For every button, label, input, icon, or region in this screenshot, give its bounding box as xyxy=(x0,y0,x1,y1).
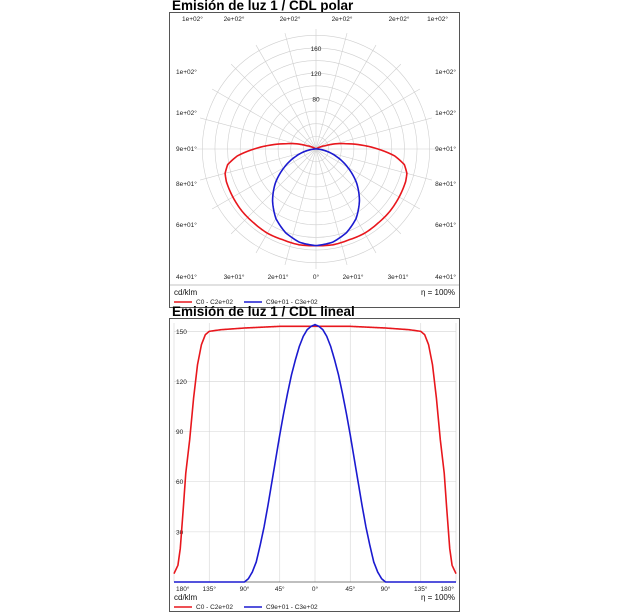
polar-series-line xyxy=(271,148,361,247)
polar-angle-label: 8e+01° xyxy=(176,180,197,188)
polar-angle-label: 6e+01° xyxy=(435,221,456,229)
polar-angle-label: 1e+02° xyxy=(176,68,197,76)
polar-grid-spoke xyxy=(284,148,317,265)
polar-angle-label: 1e+02° xyxy=(435,109,456,117)
polar-grid-spoke xyxy=(315,148,432,181)
polar-grid-spoke xyxy=(200,148,317,181)
linear-x-tick-label: 90° xyxy=(381,585,391,593)
polar-grid-spoke xyxy=(284,33,317,150)
legend-label: C0 - C2e+02 xyxy=(196,299,233,306)
linear-x-tick-label: 0° xyxy=(312,585,319,593)
polar-angle-label: 0° xyxy=(313,273,320,281)
polar-angle-label: 1e+02° xyxy=(176,109,197,117)
linear-y-tick-label: 60 xyxy=(176,479,184,486)
polar-grid-spoke xyxy=(315,148,421,210)
linear-y-tick-label: 90 xyxy=(176,429,184,436)
polar-angle-label: 2e+02° xyxy=(389,15,410,23)
polar-grid-spoke xyxy=(315,63,402,150)
polar-grid xyxy=(196,29,436,269)
linear-x-tick-label: 90° xyxy=(240,585,250,593)
polar-angle-label: 2e+01° xyxy=(343,273,364,281)
polar-grid-spoke xyxy=(211,148,317,210)
polar-angle-label: 3e+01° xyxy=(388,273,409,281)
linear-x-tick-label: 180° xyxy=(176,585,190,593)
linear-x-tick-label: 45° xyxy=(275,585,285,593)
polar-angle-label: 2e+02° xyxy=(332,15,353,23)
polar-grid-spoke xyxy=(315,33,348,150)
polar-grid-spoke xyxy=(315,148,377,254)
polar-angle-label: 1e+02° xyxy=(427,15,448,23)
polar-angle-label: 3e+01° xyxy=(224,273,245,281)
polar-angle-label: 2e+02° xyxy=(224,15,245,23)
linear-chart-title: Emisión de luz 1 / CDL lineal xyxy=(172,304,355,319)
linear-unit-label: cd/klm xyxy=(174,593,197,602)
linear-series-line xyxy=(173,325,457,574)
polar-angle-label: 4e+01° xyxy=(435,273,456,281)
polar-angle-label: 9e+01° xyxy=(176,145,197,153)
polar-grid-spoke xyxy=(315,88,421,150)
polar-grid-spoke xyxy=(255,148,317,254)
linear-y-tick-label: 150 xyxy=(176,329,187,336)
linear-series-line xyxy=(174,323,456,583)
polar-angle-label: 1e+02° xyxy=(182,15,203,23)
polar-grid-spoke xyxy=(255,44,317,150)
polar-chart: 80 120 160 1e+02° 2e+02° 2e+02° 2e+02° 2e+02° 1e… xyxy=(170,15,459,306)
legend-label: C9e+01 - C3e+02 xyxy=(266,299,318,306)
linear-efficiency-label: η = 100% xyxy=(421,593,455,602)
linear-chart-frame: 30 60 90 120 150 180° 135° 90° 45° 0° 45° 90° 135° 18… xyxy=(169,318,460,612)
polar-angle-label: 1e+02° xyxy=(435,68,456,76)
polar-radial-tick-label: 160 xyxy=(311,46,322,53)
polar-angle-label: 4e+01° xyxy=(176,273,197,281)
polar-chart-frame: 80 120 160 1e+02° 2e+02° 2e+02° 2e+02° 2e+02° 1e… xyxy=(169,12,460,308)
linear-chart: 30 60 90 120 150 180° 135° 90° 45° 0° 45° 90° 135° 18… xyxy=(173,323,457,611)
linear-x-tick-label: 180° xyxy=(441,585,455,593)
linear-x-tick-label: 135° xyxy=(203,585,217,593)
polar-unit-label: cd/klm xyxy=(174,288,197,297)
polar-radial-tick-label: 120 xyxy=(311,71,322,78)
polar-grid-spoke xyxy=(230,63,317,150)
polar-angle-label: 8e+01° xyxy=(435,180,456,188)
polar-chart-title: Emisión de luz 1 / CDL polar xyxy=(172,0,354,13)
legend-label: C9e+01 - C3e+02 xyxy=(266,604,318,611)
polar-efficiency-label: η = 100% xyxy=(421,288,455,297)
linear-x-tick-label: 135° xyxy=(414,585,428,593)
polar-grid-spoke xyxy=(315,44,377,150)
polar-angle-label: 6e+01° xyxy=(176,221,197,229)
legend-label: C0 - C2e+02 xyxy=(196,604,233,611)
polar-angle-label: 2e+02° xyxy=(280,15,301,23)
polar-grid-spoke xyxy=(211,88,317,150)
polar-grid-spoke xyxy=(315,148,348,265)
linear-x-tick-label: 45° xyxy=(345,585,355,593)
linear-y-tick-label: 30 xyxy=(176,529,184,536)
polar-angle-label: 9e+01° xyxy=(435,145,456,153)
linear-y-tick-label: 120 xyxy=(176,379,187,386)
polar-angle-label: 2e+01° xyxy=(268,273,289,281)
polar-radial-tick-label: 80 xyxy=(312,96,320,103)
